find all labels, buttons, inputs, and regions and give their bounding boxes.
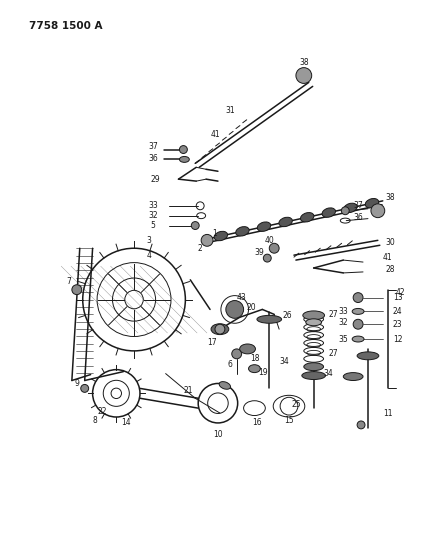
Ellipse shape bbox=[351, 309, 363, 314]
Text: 33: 33 bbox=[147, 201, 157, 211]
Ellipse shape bbox=[364, 198, 378, 208]
Text: 6: 6 bbox=[227, 360, 232, 369]
Ellipse shape bbox=[300, 213, 313, 222]
Text: 34: 34 bbox=[323, 369, 333, 378]
Ellipse shape bbox=[303, 363, 323, 370]
Ellipse shape bbox=[210, 324, 228, 335]
Ellipse shape bbox=[356, 352, 378, 360]
Text: 21: 21 bbox=[183, 386, 193, 395]
Circle shape bbox=[269, 243, 279, 253]
Ellipse shape bbox=[179, 157, 189, 163]
Text: 30: 30 bbox=[385, 238, 394, 247]
Text: 23: 23 bbox=[392, 320, 401, 329]
Ellipse shape bbox=[213, 231, 227, 241]
Text: 20: 20 bbox=[246, 303, 256, 312]
Circle shape bbox=[214, 324, 225, 334]
Text: 39: 39 bbox=[254, 248, 264, 257]
Circle shape bbox=[352, 319, 362, 329]
Text: 37: 37 bbox=[352, 201, 362, 211]
Ellipse shape bbox=[239, 344, 255, 354]
Text: 38: 38 bbox=[298, 58, 308, 67]
Circle shape bbox=[201, 235, 213, 246]
Text: 15: 15 bbox=[284, 416, 293, 425]
Ellipse shape bbox=[343, 373, 362, 381]
Circle shape bbox=[72, 285, 81, 295]
Text: 38: 38 bbox=[385, 193, 394, 203]
Text: 32: 32 bbox=[338, 318, 347, 327]
Ellipse shape bbox=[351, 336, 363, 342]
Circle shape bbox=[352, 293, 362, 303]
Text: 41: 41 bbox=[210, 130, 219, 139]
Text: 5: 5 bbox=[150, 221, 155, 230]
Text: 25: 25 bbox=[291, 400, 300, 409]
Ellipse shape bbox=[278, 217, 292, 227]
Circle shape bbox=[340, 207, 348, 215]
Text: 32: 32 bbox=[148, 211, 157, 220]
Text: 29: 29 bbox=[151, 175, 160, 184]
Text: 18: 18 bbox=[249, 354, 259, 364]
Ellipse shape bbox=[235, 227, 249, 236]
Text: 19: 19 bbox=[258, 368, 268, 377]
Text: 2: 2 bbox=[197, 244, 202, 253]
Text: 12: 12 bbox=[392, 335, 401, 344]
Text: 7758 1500 A: 7758 1500 A bbox=[29, 21, 103, 31]
Text: 11: 11 bbox=[382, 409, 391, 417]
Ellipse shape bbox=[305, 319, 321, 326]
Text: 3: 3 bbox=[146, 236, 151, 245]
Circle shape bbox=[370, 204, 384, 217]
Text: 28: 28 bbox=[385, 265, 394, 274]
Ellipse shape bbox=[256, 316, 281, 323]
Text: 34: 34 bbox=[279, 357, 288, 366]
Circle shape bbox=[191, 222, 199, 230]
Text: 1: 1 bbox=[212, 229, 217, 238]
Ellipse shape bbox=[302, 311, 324, 320]
Circle shape bbox=[231, 349, 241, 359]
Text: 41: 41 bbox=[382, 253, 391, 262]
Circle shape bbox=[179, 146, 187, 154]
Text: 14: 14 bbox=[121, 418, 131, 427]
Text: 31: 31 bbox=[225, 106, 234, 115]
Ellipse shape bbox=[321, 208, 335, 217]
Ellipse shape bbox=[257, 222, 270, 231]
Text: 22: 22 bbox=[98, 407, 107, 416]
Text: 27: 27 bbox=[328, 349, 337, 358]
Circle shape bbox=[356, 421, 364, 429]
Ellipse shape bbox=[219, 382, 230, 389]
Text: 16: 16 bbox=[252, 418, 262, 427]
Circle shape bbox=[295, 68, 311, 83]
Text: 10: 10 bbox=[213, 430, 222, 439]
Text: 43: 43 bbox=[236, 293, 246, 302]
Ellipse shape bbox=[301, 372, 325, 379]
Ellipse shape bbox=[248, 365, 260, 373]
Ellipse shape bbox=[343, 203, 356, 213]
Circle shape bbox=[81, 384, 89, 392]
Text: 27: 27 bbox=[328, 310, 337, 319]
Text: 36: 36 bbox=[147, 154, 157, 163]
Text: 37: 37 bbox=[147, 142, 157, 151]
Text: 13: 13 bbox=[392, 293, 401, 302]
Circle shape bbox=[225, 301, 243, 318]
Text: 17: 17 bbox=[207, 337, 216, 346]
Text: 8: 8 bbox=[92, 416, 97, 425]
Circle shape bbox=[263, 254, 271, 262]
Text: 26: 26 bbox=[282, 311, 291, 320]
Text: 40: 40 bbox=[264, 236, 273, 245]
Text: 9: 9 bbox=[74, 379, 79, 388]
Text: 7: 7 bbox=[66, 277, 71, 286]
Text: 24: 24 bbox=[392, 307, 401, 316]
Text: 33: 33 bbox=[338, 307, 347, 316]
Text: 35: 35 bbox=[338, 335, 347, 344]
Text: 42: 42 bbox=[395, 288, 404, 297]
Text: 4: 4 bbox=[146, 251, 151, 260]
Text: 36: 36 bbox=[352, 213, 362, 222]
